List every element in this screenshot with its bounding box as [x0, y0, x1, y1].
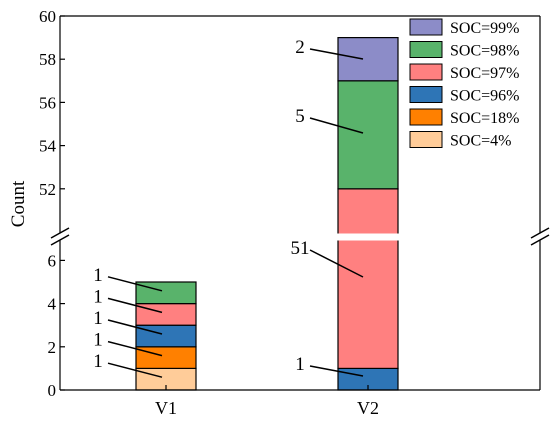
callout-line	[309, 249, 364, 278]
y-tick-label: 54	[39, 137, 57, 156]
legend-label: SOC=97%	[450, 65, 519, 82]
axis-break-mark	[530, 234, 550, 246]
callout-line	[107, 276, 163, 292]
bar-segment-v1-soc98	[135, 281, 197, 305]
y-tick-label: 58	[39, 50, 56, 69]
y-tick-label: 2	[48, 338, 57, 357]
legend-swatch	[409, 63, 443, 81]
legend-swatch	[409, 18, 443, 36]
x-tick-label: V2	[357, 398, 379, 418]
y-tick-label: 4	[48, 295, 57, 314]
legend-label: SOC=18%	[450, 110, 519, 127]
data-label: 1	[93, 286, 103, 307]
data-label: 1	[93, 330, 103, 351]
data-label: 5	[295, 106, 305, 127]
legend-label: SOC=96%	[450, 88, 519, 105]
y-tick-label: 0	[48, 381, 57, 400]
axis-break-mark	[50, 227, 70, 239]
legend-label: SOC=98%	[450, 43, 519, 60]
callout-line	[107, 297, 163, 314]
bar-segment-v1-soc97	[135, 303, 197, 326]
axis-break-mark	[530, 227, 550, 239]
y-tick-label: 6	[48, 251, 57, 270]
bar-segment-v1-soc96	[135, 324, 197, 348]
bar-segment-v1-soc18	[135, 346, 197, 369]
callout-line	[309, 365, 364, 377]
data-label: 1	[93, 308, 103, 329]
data-label: 1	[93, 265, 103, 286]
legend: SOC=99% SOC=98% SOC=97% SOC=96% SOC=18% SOC=4…	[409, 18, 519, 150]
bars-layer	[135, 36, 399, 391]
callout-line	[107, 340, 163, 357]
axis-break-mark	[50, 234, 70, 246]
axis-break-gap	[52, 233, 548, 241]
legend-label: SOC=4%	[450, 133, 511, 150]
data-label: 51	[291, 238, 310, 259]
legend-swatch	[409, 131, 443, 148]
bar-segment-v2-soc98	[337, 80, 399, 190]
x-tick-label: V1	[155, 398, 177, 418]
legend-swatch	[409, 108, 443, 126]
callout-line	[107, 362, 163, 378]
callout-line	[107, 319, 163, 335]
legend-label: SOC=99%	[450, 20, 519, 37]
data-label: 1	[93, 351, 103, 372]
legend-swatch	[409, 41, 443, 58]
data-label: 1	[295, 354, 305, 375]
y-tick-label: 56	[39, 93, 56, 112]
bar-segment-v2-soc99	[337, 36, 399, 82]
data-label: 2	[295, 37, 305, 58]
y-axis-label: Count	[8, 180, 29, 227]
y-tick-label: 52	[39, 180, 56, 199]
bar-segment-v2-soc97	[337, 188, 399, 370]
callout-line	[309, 117, 364, 134]
legend-swatch	[409, 86, 443, 103]
callout-line	[309, 48, 364, 60]
y-tick-label: 60	[39, 7, 56, 26]
